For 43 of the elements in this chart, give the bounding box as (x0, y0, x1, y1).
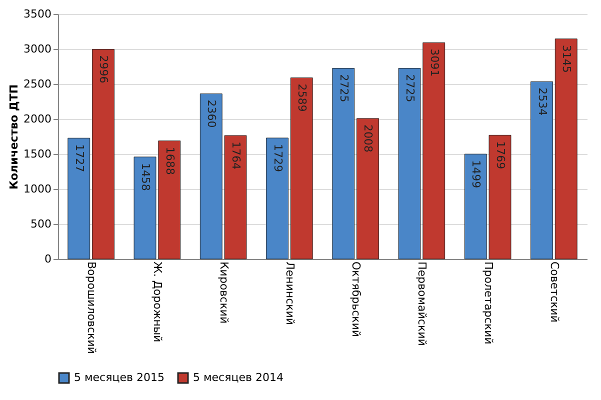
data-label: 1764 (229, 142, 242, 170)
x-tick-label: Ж. Дорожный (151, 262, 164, 342)
y-tick-label: 1000 (24, 182, 52, 196)
data-label: 1729 (271, 144, 284, 172)
y-tick-label: 2000 (24, 112, 52, 126)
y-tick-label: 3500 (24, 8, 52, 20)
bar (554, 38, 578, 260)
bar (356, 118, 379, 260)
data-label: 1499 (470, 160, 483, 188)
y-tick-label: 500 (30, 218, 52, 230)
x-tick-label: Пролетарский (482, 262, 495, 344)
y-axis-title: Количество ДТП (8, 84, 21, 190)
legend-label: 5 месяцев 2015 (74, 371, 164, 384)
data-label: 2589 (296, 84, 309, 112)
x-tick-label: Первомайский (416, 262, 429, 346)
bar (530, 81, 553, 260)
data-label: 1727 (72, 144, 86, 172)
x-tick-label: Кировский (217, 262, 230, 324)
bar (68, 138, 90, 260)
data-label: 1458 (139, 162, 152, 191)
y-tick-label: 1500 (24, 148, 52, 160)
x-tick-label: Ворошиловский (85, 262, 98, 354)
data-label: 1688 (163, 146, 176, 175)
x-tick-label: Советский (548, 262, 561, 323)
data-label: 2360 (205, 100, 218, 128)
data-label: 2008 (362, 124, 375, 152)
x-tick-label: Октябрьский (350, 262, 363, 338)
legend-label: 5 месяцев 2014 (193, 371, 284, 384)
data-label: 3145 (560, 44, 574, 73)
data-label: 3091 (428, 48, 441, 77)
bar (290, 78, 313, 260)
data-label: 2725 (404, 74, 417, 102)
bar (332, 68, 355, 260)
data-label: 2534 (536, 88, 549, 116)
y-tick-label: 2500 (24, 78, 52, 90)
bar (92, 49, 114, 260)
x-tick-label: Ленинский (283, 262, 296, 326)
y-tick-label: 0 (44, 252, 52, 266)
data-label: 1769 (494, 141, 507, 170)
data-label: 2996 (97, 55, 110, 84)
y-tick-label: 3000 (24, 42, 52, 56)
bar (266, 138, 288, 260)
data-label: 2725 (337, 74, 350, 102)
